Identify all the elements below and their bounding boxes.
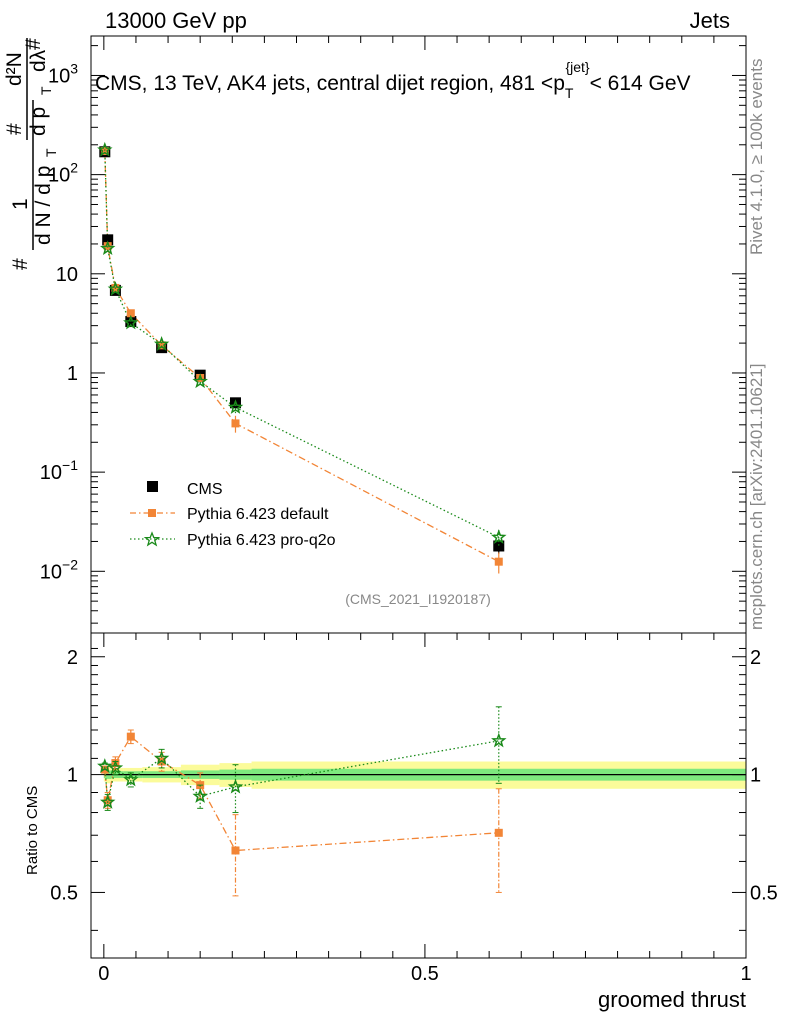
ratio-proq2o-point [123,771,139,787]
legend-marker-default [148,509,156,517]
ratio-proq2o-point [107,759,124,775]
default-point [494,557,503,566]
svg-text:d N / d p: d N / d p [32,166,55,245]
svg-text:T: T [43,148,59,157]
ratio-bg [91,633,746,958]
cms-point [493,540,505,552]
svg-text:dλ: dλ [27,49,50,72]
ratio-proq2o-point [227,778,244,794]
legend-marker-cms [147,481,158,492]
plot-title: CMS, 13 TeV, AK4 jets, central dijet reg… [95,59,691,101]
ratio-proq2o-point [97,758,113,773]
main-frame [90,35,747,654]
ratio-y-tick-label-right: 2 [750,647,761,669]
proq2o-point [97,141,113,157]
default-point [157,341,166,350]
x-axis-label: groomed thrust [598,987,746,1012]
default-point [231,419,240,428]
rivet-label: Rivet 4.1.0, ≥ 100k events [747,59,766,255]
ratio-default-point [494,828,503,837]
svg-text:d p: d p [27,107,50,136]
cms-point [102,234,114,246]
ratio-y-tick-label: 1 [67,765,78,787]
ratio-y-tick-label: 0.5 [50,882,78,904]
svg-text:#: # [9,258,32,270]
x-tick-label: 1 [740,963,751,985]
proq2o-point [153,335,170,351]
analysis-id: (CMS_2021_I1920187) [345,591,491,607]
svg-text:#: # [3,123,26,135]
ratio-y-tick-label-right: 1 [750,765,761,787]
proq2o-point [192,373,208,389]
legend-label-proq2o: Pythia 6.423 pro-q2o [187,532,336,549]
default-point [196,373,205,382]
proq2o-point [227,399,244,414]
legend-label-default: Pythia 6.423 default [187,506,329,523]
svg-text:#: # [22,38,45,50]
y-tick-label: 103 [48,60,78,87]
ratio-proq2o-point [491,732,507,748]
ratio-default-point [126,732,135,741]
svg-text:T: T [38,86,54,95]
header-right-label: Jets [690,8,730,33]
x-tick-label: 0 [98,963,109,985]
legend-marker-proq2o [143,531,161,547]
ratio-line-proq2o [104,740,499,803]
ratio-ylabel: Ratio to CMS [24,786,41,875]
proq2o-point [100,240,116,256]
y-tick-label: 10 [56,264,78,286]
mcplots-label: mcplots.cern.ch [arXiv:2401.10621] [747,364,766,630]
proq2o-point [123,314,139,330]
ratio-proq2o-point [153,750,170,765]
ratio-panel: 0.5 0.5 1 1 2 2 0 0.5 1 [50,632,778,985]
proq2o-point [107,281,124,296]
series-line-proq2o [104,149,500,538]
main-ylabel: # 1 d N / d p T d²N # d p T dλ # [3,38,59,270]
y-tick-label: 102 [48,160,78,187]
ratio-y-tick-label-right: 0.5 [750,882,778,904]
legend-label-cms: CMS [187,481,223,498]
ratio-default-point [103,796,112,805]
legend: CMS Pythia 6.423 default Pythia 6.423 pr… [130,481,336,549]
default-point [126,309,135,318]
y-tick-label: 1 [67,363,78,385]
main-panel: 10−2 10−1 1 10 102 103 [40,35,747,654]
ratio-proq2o-point [99,794,116,809]
series-line-default [104,150,500,563]
ratio-frame [90,632,747,959]
ratio-proq2o-point [192,788,208,803]
ratio-line-default [104,735,499,852]
x-tick-label: 0.5 [411,963,439,985]
y-tick-label: 10−1 [40,457,78,484]
y-tick-label: 10−2 [40,556,78,583]
ratio-default-point [231,846,240,855]
svg-text:d²N: d²N [3,52,26,86]
svg-text:1: 1 [9,198,32,210]
header-left-label: 13000 GeV pp [105,8,247,33]
proq2o-point [491,529,507,544]
ratio-y-tick-label: 2 [67,647,78,669]
default-point [100,147,109,156]
